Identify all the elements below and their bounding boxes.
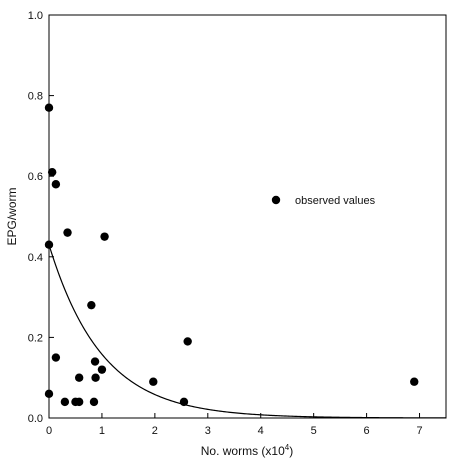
- y-tick-label: 0.0: [28, 413, 43, 425]
- x-tick-label: 6: [364, 425, 370, 437]
- x-tick-label: 1: [99, 425, 105, 437]
- x-tick-label: 4: [258, 425, 264, 437]
- data-point: [74, 373, 84, 382]
- data-point: [44, 240, 54, 249]
- data-point: [91, 373, 100, 382]
- y-axis-ticks: 0.0 0.2 0.4 0.6 0.8 1.0: [28, 10, 54, 425]
- data-point: [97, 365, 107, 374]
- y-tick-label: 0.6: [28, 171, 43, 183]
- y-tick-label: 1.0: [28, 10, 43, 22]
- data-point: [44, 389, 54, 399]
- data-point: [63, 228, 72, 237]
- y-axis-label: EPG/worm: [5, 187, 19, 245]
- x-axis-label: No. worms (x104): [201, 443, 293, 458]
- data-point: [410, 377, 419, 386]
- x-tick-label: 2: [152, 425, 158, 437]
- x-tick-label: 7: [416, 425, 422, 437]
- x-axis-ticks: 0 1 2 3 4 5 6 7: [46, 413, 423, 437]
- data-point: [60, 397, 70, 407]
- data-point: [149, 377, 158, 386]
- x-axis-label-exponent: 4: [285, 443, 290, 452]
- legend-label: observed values: [295, 195, 376, 207]
- data-point: [100, 232, 109, 241]
- data-point: [179, 397, 189, 407]
- plot-frame: [48, 14, 447, 419]
- data-point: [51, 353, 61, 362]
- y-tick-label: 0.2: [28, 332, 43, 344]
- legend: observed values: [271, 195, 376, 207]
- data-point: [90, 357, 100, 366]
- data-point: [47, 167, 57, 177]
- x-tick-label: 5: [311, 425, 317, 437]
- data-point: [89, 397, 99, 407]
- y-tick-label: 0.8: [28, 91, 43, 103]
- x-tick-label: 3: [205, 425, 211, 437]
- data-point: [183, 337, 192, 346]
- data-point: [74, 397, 84, 407]
- data-points: [44, 103, 419, 407]
- data-point: [87, 300, 96, 310]
- y-tick-label: 0.4: [28, 252, 43, 264]
- fitted-curve: [48, 244, 446, 419]
- data-point: [44, 103, 54, 112]
- legend-marker: [271, 195, 281, 205]
- data-point: [51, 180, 61, 189]
- x-tick-label: 0: [46, 425, 52, 437]
